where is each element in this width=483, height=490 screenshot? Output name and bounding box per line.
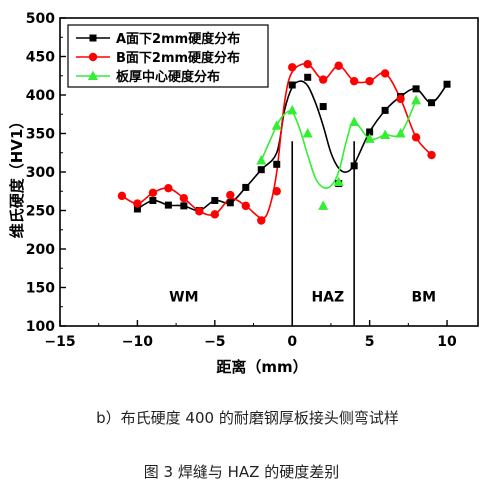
- data-point-circle: [210, 210, 220, 219]
- y-tick-label: 350: [26, 127, 55, 143]
- data-point-square: [304, 73, 312, 81]
- data-point-circle: [272, 187, 281, 196]
- data-point-square: [211, 196, 219, 204]
- data-point-circle: [117, 191, 127, 201]
- data-point-square: [226, 199, 234, 207]
- x-axis: −15 −10 −5 0 5 10: [44, 320, 457, 350]
- data-point-triangle: [302, 128, 313, 138]
- data-point-circle: [380, 69, 390, 78]
- series-line: [121, 63, 433, 220]
- data-point-square: [257, 166, 265, 174]
- x-axis-label: 距离（mm）: [216, 358, 307, 376]
- data-point-square: [381, 106, 389, 114]
- data-point-circle: [427, 150, 436, 160]
- y-tick-label: 300: [26, 165, 55, 181]
- data-point-triangle: [256, 154, 267, 165]
- y-tick-label: 400: [26, 88, 55, 104]
- data-point-circle: [334, 61, 343, 70]
- data-point-square: [164, 201, 172, 209]
- data-point-triangle: [395, 128, 406, 138]
- data-point-square: [412, 85, 420, 93]
- data-point-circle: [396, 94, 405, 104]
- data-point-triangle: [271, 120, 282, 130]
- data-point-triangle: [349, 116, 360, 126]
- data-point-circle: [88, 52, 98, 62]
- data-point-triangle: [88, 70, 98, 80]
- y-tick-label: 150: [26, 281, 55, 297]
- data-point-square: [133, 205, 141, 213]
- legend-label: A面下2mm硬度分布: [116, 31, 240, 47]
- series-line: [260, 100, 417, 189]
- x-tick-label: 0: [287, 334, 297, 350]
- x-tick-label: 10: [437, 334, 457, 350]
- data-point-circle: [241, 201, 250, 211]
- data-point-circle: [288, 63, 297, 72]
- legend-label: 板厚中心硬度分布: [116, 69, 220, 85]
- data-point-square: [89, 34, 97, 42]
- x-tick-label: −10: [122, 334, 153, 350]
- legend-label: B面下2mm硬度分布: [116, 50, 240, 66]
- data-point-square: [443, 80, 451, 88]
- x-tick-label: −15: [44, 334, 75, 350]
- data-point-triangle: [411, 94, 422, 105]
- data-point-square: [180, 202, 188, 210]
- data-point-triangle: [318, 200, 329, 210]
- data-point-square: [428, 99, 436, 107]
- x-tick-label: −5: [204, 334, 225, 350]
- figure-caption: 图 3 焊缝与 HAZ 的硬度差别: [143, 463, 340, 481]
- subfigure-caption: b）布氏硬度 400 的耐磨钢厚板接头侧弯试样: [96, 409, 399, 427]
- data-point-circle: [133, 199, 142, 208]
- y-axis-label: 维氏硬度（HV1）: [8, 114, 26, 239]
- data-point-square: [288, 81, 296, 89]
- data-point-square: [242, 183, 250, 191]
- data-point-triangle: [287, 104, 298, 115]
- y-tick-label: 450: [26, 50, 55, 66]
- x-tick-label: 5: [365, 334, 375, 350]
- data-point-circle: [257, 216, 266, 225]
- data-point-circle: [195, 207, 204, 216]
- y-tick-label: 100: [26, 319, 55, 335]
- data-point-circle: [411, 133, 421, 142]
- data-point-triangle: [380, 129, 391, 140]
- data-point-circle: [226, 190, 235, 200]
- data-point-circle: [303, 59, 312, 69]
- data-point-triangle: [364, 133, 375, 143]
- data-point-circle: [318, 75, 328, 84]
- data-point-square: [350, 162, 358, 170]
- y-tick-label: 200: [26, 242, 55, 258]
- data-point-triangle: [333, 176, 344, 187]
- data-point-circle: [179, 193, 189, 203]
- data-point-circle: [349, 76, 359, 86]
- zone-label: WM: [169, 290, 198, 306]
- y-tick-label: 500: [26, 11, 55, 27]
- zone-label: HAZ: [311, 290, 344, 306]
- data-point-circle: [164, 183, 173, 193]
- y-axis: 100 150 200 250 300 350 400 450 500: [26, 11, 66, 335]
- y-tick-label: 250: [26, 204, 55, 220]
- hardness-chart: WM HAZ BM −15 −10 −5 0 5 10 100 150 200 250 300 350 4…: [8, 11, 479, 376]
- data-point-circle: [365, 76, 374, 86]
- data-point-square: [149, 196, 157, 204]
- data-point-square: [319, 103, 327, 111]
- data-point-circle: [148, 188, 158, 197]
- data-point-square: [273, 160, 281, 168]
- data-point-square: [366, 128, 374, 136]
- zone-label: BM: [412, 290, 437, 306]
